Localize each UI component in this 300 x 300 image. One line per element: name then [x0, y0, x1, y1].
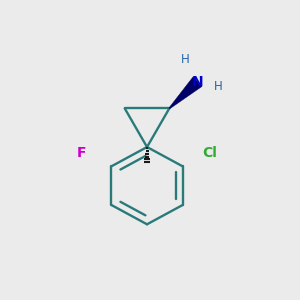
Text: F: F: [77, 146, 86, 160]
Text: H: H: [214, 80, 223, 93]
Text: N: N: [192, 75, 203, 88]
Polygon shape: [169, 77, 202, 109]
Text: Cl: Cl: [202, 146, 217, 160]
Text: H: H: [181, 53, 190, 66]
